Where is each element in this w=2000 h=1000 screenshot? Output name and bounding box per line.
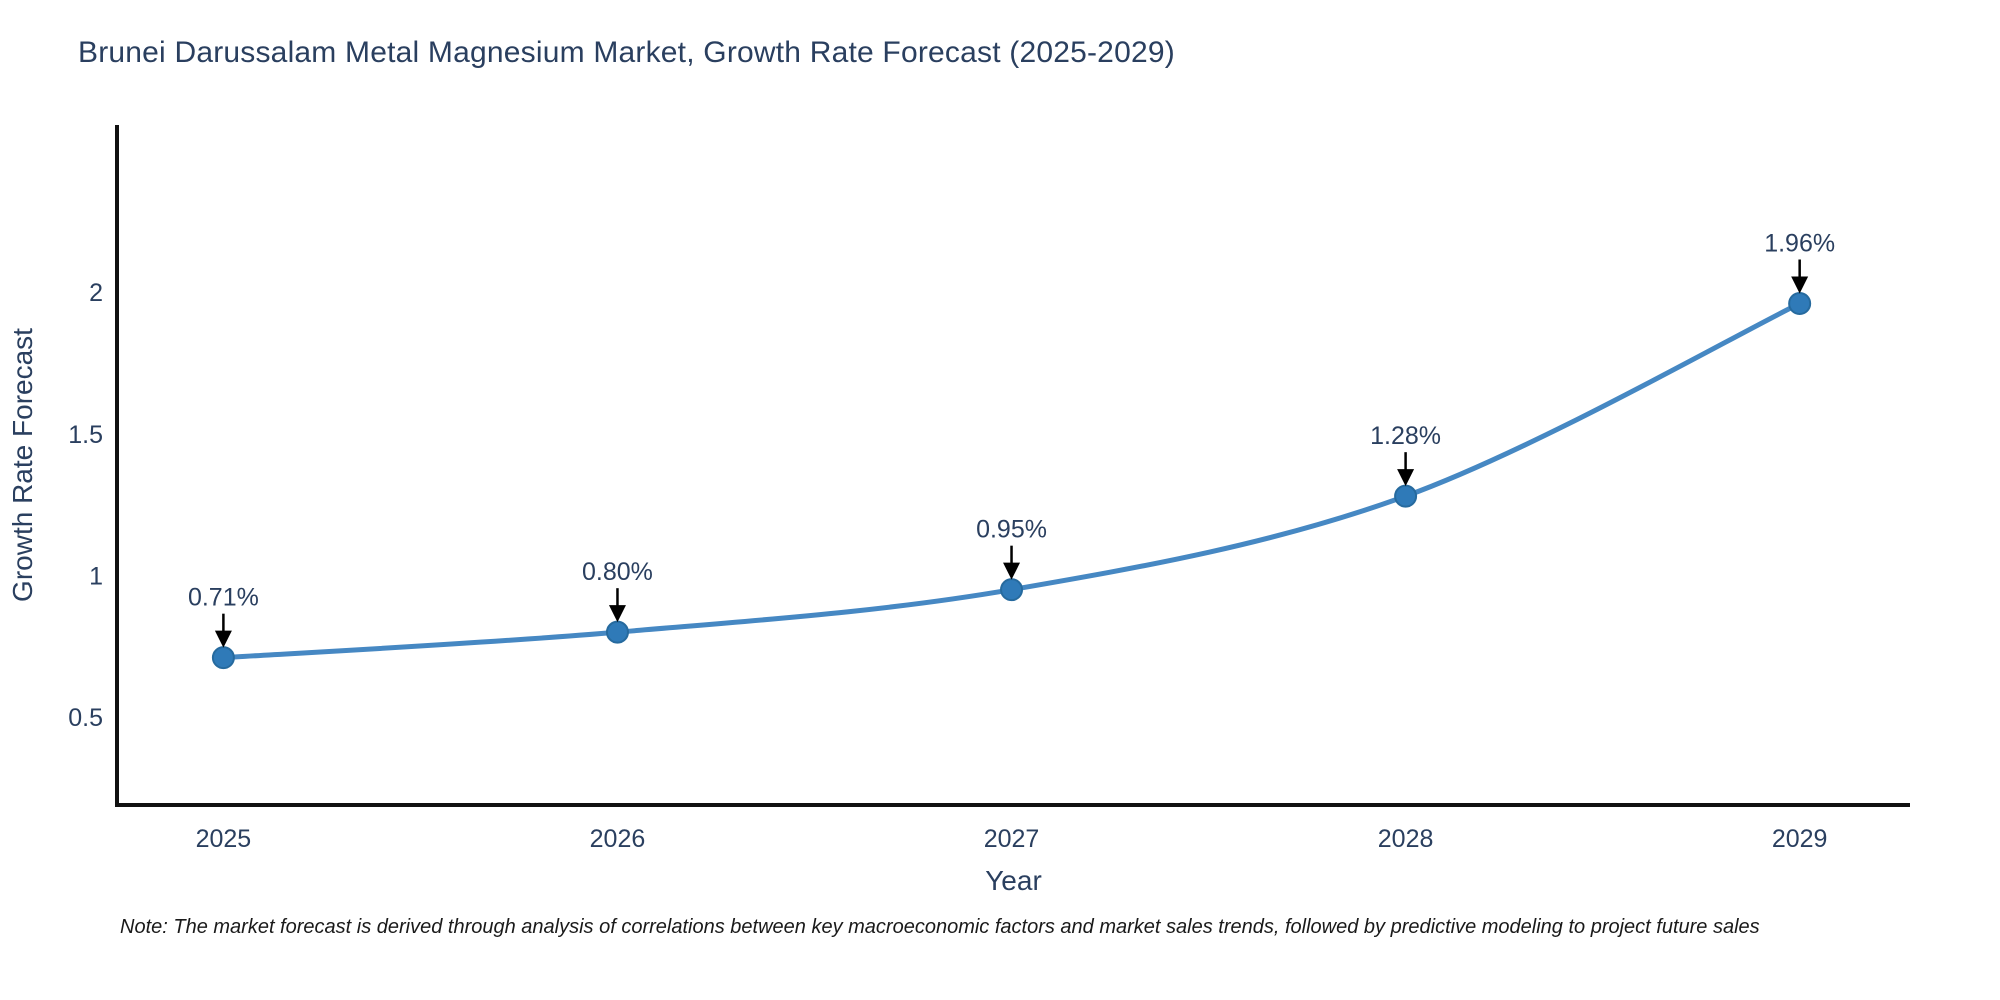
annotation-arrowhead — [214, 630, 232, 648]
growth-rate-line — [220, 301, 1803, 661]
data-point-2026 — [605, 620, 629, 644]
x-axis-tick-label: 2026 — [590, 825, 646, 853]
annotation-label: 0.80% — [582, 558, 653, 586]
chart-title: Brunei Darussalam Metal Magnesium Market… — [78, 36, 1175, 69]
annotation-arrowhead — [1003, 562, 1021, 580]
footnote: Note: The market forecast is derived thr… — [120, 916, 1760, 938]
data-point-2025 — [211, 646, 235, 670]
data-point-2029 — [1788, 292, 1812, 315]
annotation-label: 1.28% — [1370, 422, 1441, 450]
y-axis-tick-label: 1 — [89, 563, 103, 591]
y-axis-tick-label: 1.5 — [68, 421, 103, 449]
data-point-2028 — [1394, 484, 1418, 508]
y-axis-tick-label: 2 — [89, 279, 103, 307]
y-axis-title: Growth Rate Forecast — [7, 328, 38, 602]
annotation-label: 0.95% — [976, 516, 1047, 544]
annotation-arrowhead — [1397, 469, 1415, 487]
y-axis-tick-label: 0.5 — [68, 704, 103, 732]
x-axis-tick-label: 2029 — [1772, 825, 1828, 853]
annotation-arrowhead — [1791, 276, 1809, 294]
annotation-label: 0.71% — [188, 584, 259, 612]
x-axis-tick-label: 2028 — [1378, 825, 1434, 853]
data-point-2027 — [1000, 578, 1024, 602]
annotation-label: 1.96% — [1764, 230, 1835, 258]
annotation-arrowhead — [608, 605, 626, 623]
x-axis-title: Year — [985, 865, 1042, 896]
x-axis-tick-label: 2027 — [984, 825, 1040, 853]
x-axis-tick-label: 2025 — [196, 825, 252, 853]
